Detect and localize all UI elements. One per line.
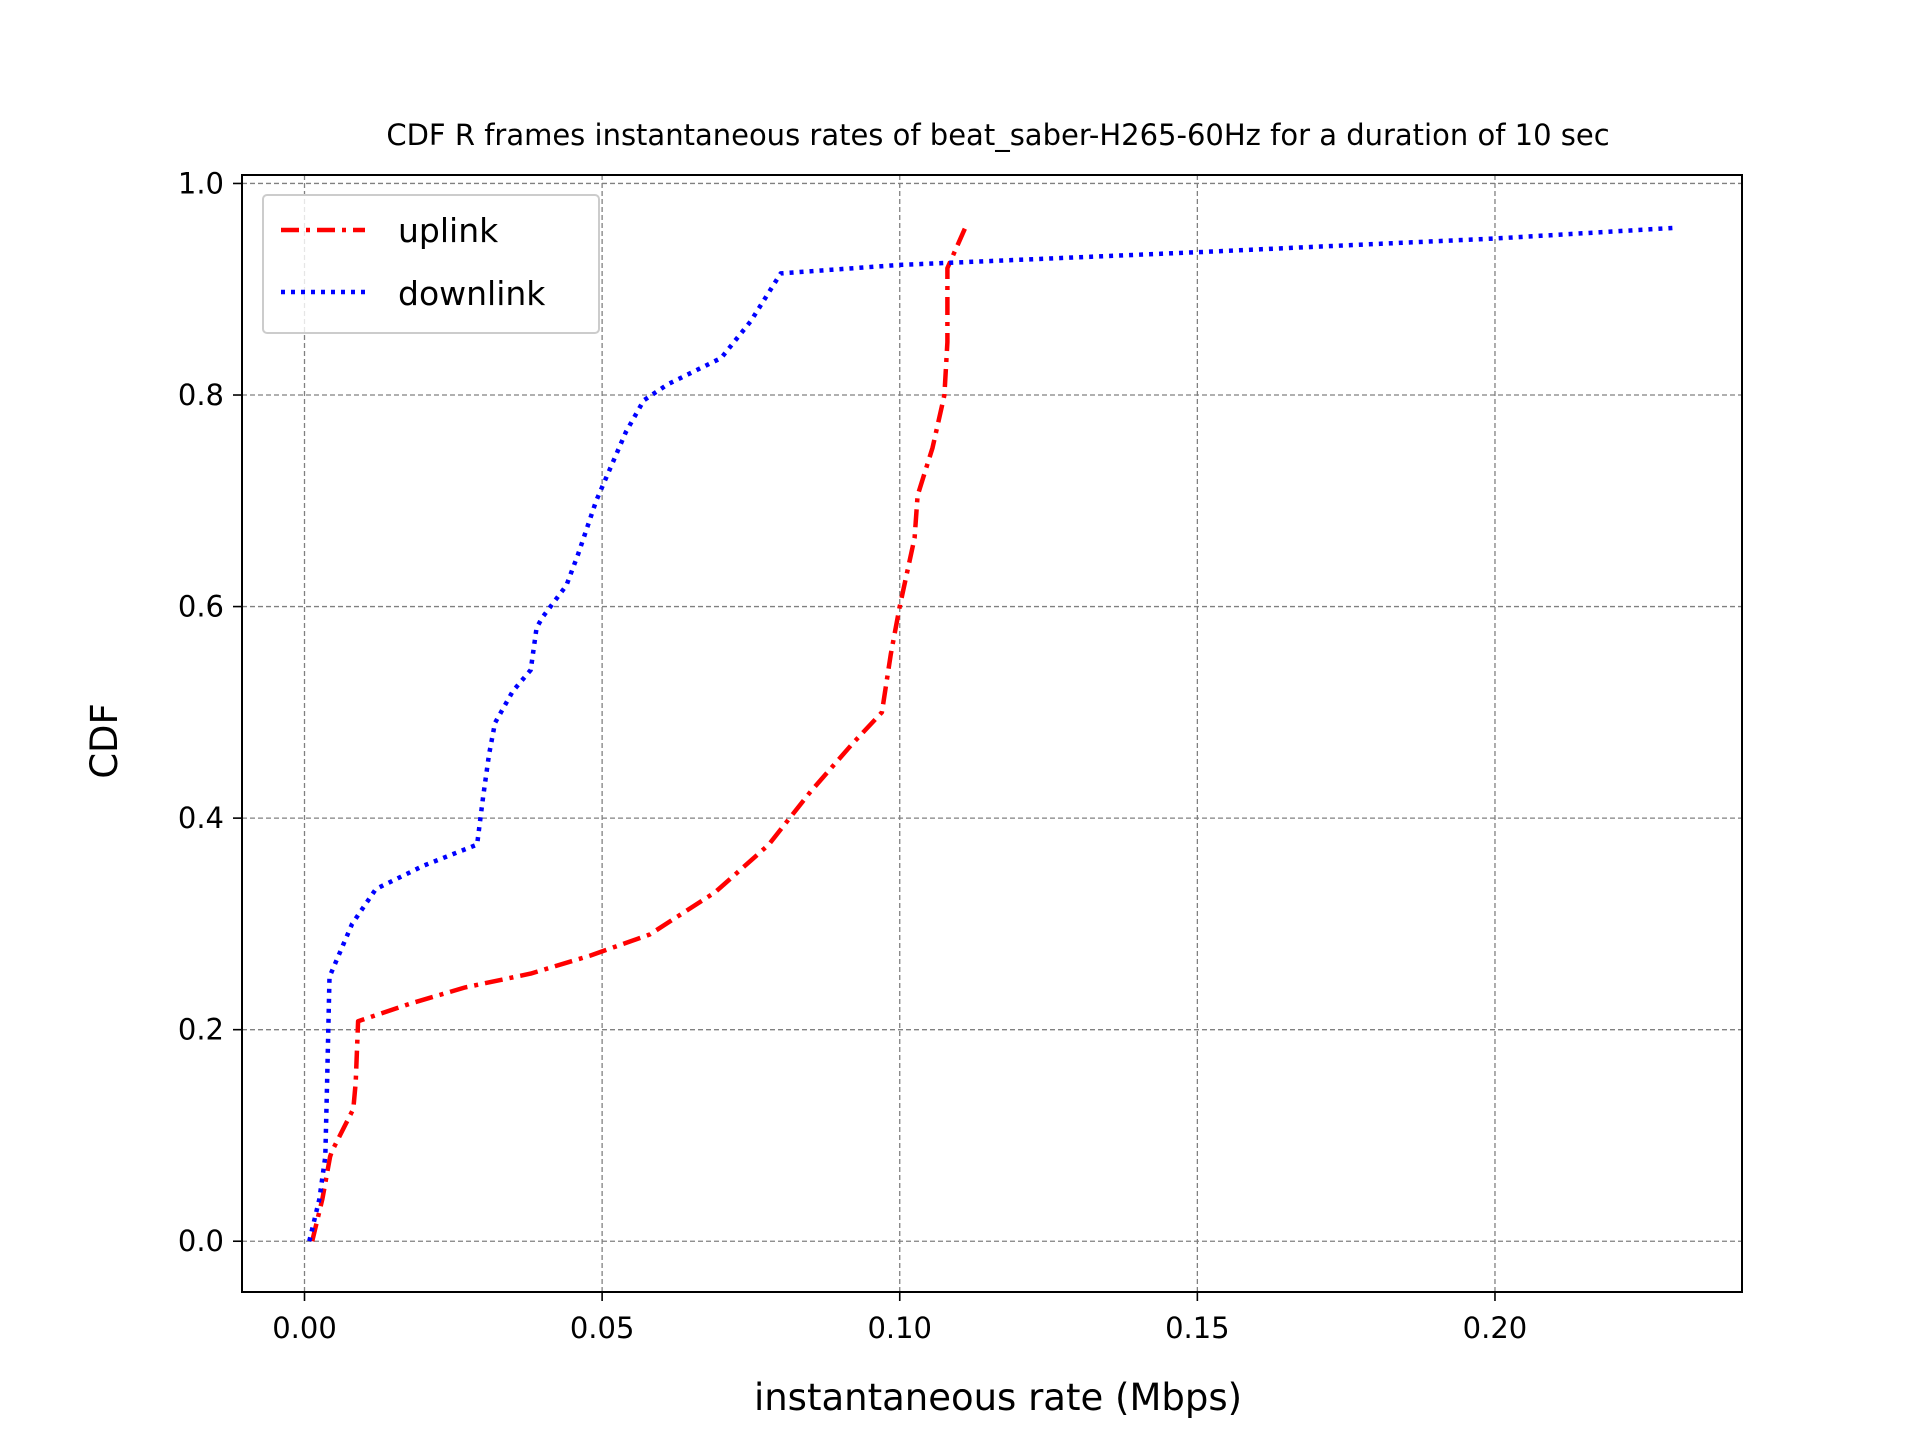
y-tick-label: 0.4 [178,801,224,835]
grid [242,175,1742,1292]
x-tick-label: 0.15 [1165,1311,1230,1345]
x-tick-label: 0.00 [272,1311,337,1345]
legend: uplink downlink [262,194,600,334]
chart-title: CDF R frames instantaneous rates of beat… [386,118,1609,152]
x-axis-label: instantaneous rate (Mbps) [754,1376,1242,1419]
x-tick-label: 0.05 [570,1311,635,1345]
y-tick-label: 0.6 [178,590,224,624]
legend-label-downlink: downlink [398,274,546,313]
y-tick-label: 1.0 [178,166,224,200]
x-tick-label: 0.20 [1463,1311,1528,1345]
y-tick-label: 0.8 [178,378,224,412]
plot-frame [241,174,1743,1293]
series-line-uplink [310,226,968,1242]
y-axis-label: CDF [83,703,126,779]
x-tick-label: 0.10 [867,1311,932,1345]
legend-label-uplink: uplink [398,211,499,250]
legend-box [262,194,600,334]
y-tick-label: 0.0 [178,1224,224,1258]
series-lines [307,225,1674,1242]
y-tick-label: 0.2 [178,1013,224,1047]
axis-ticks: 0.00 0.05 0.10 0.15 0.20 0.0 0.2 0.4 0.6 0.8 1.0 [178,166,1527,1345]
